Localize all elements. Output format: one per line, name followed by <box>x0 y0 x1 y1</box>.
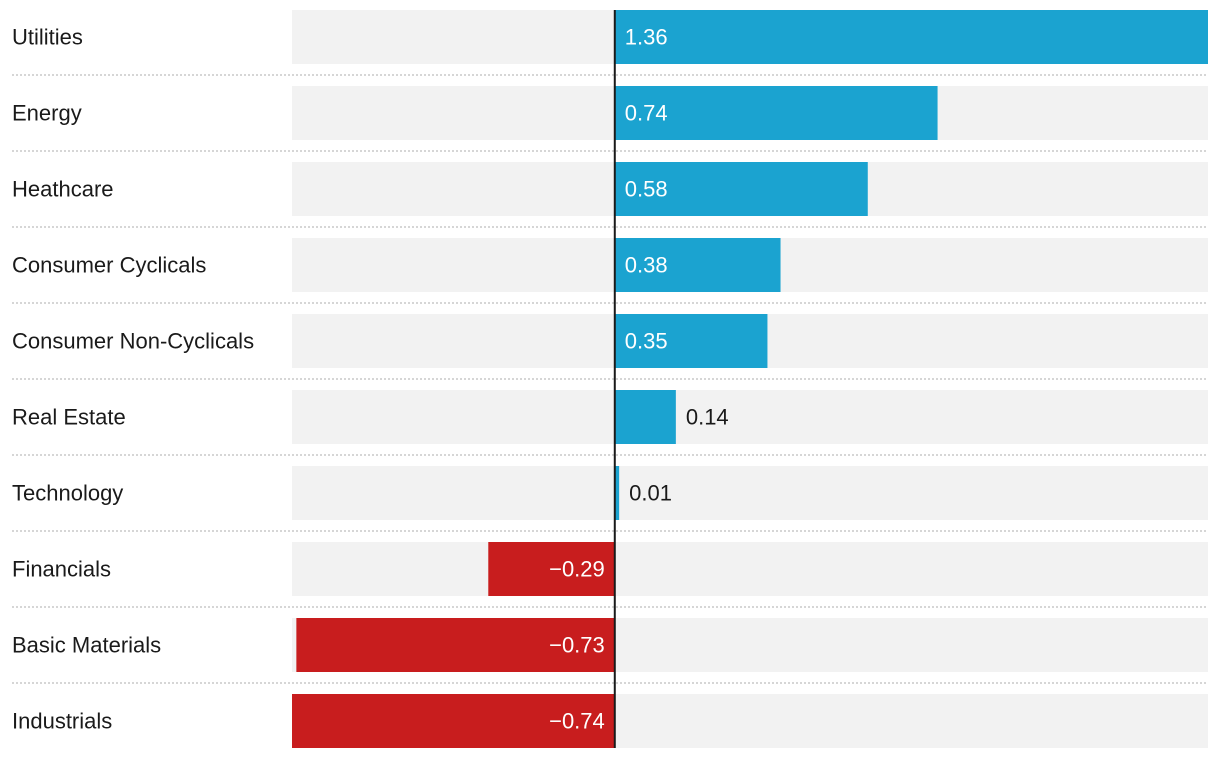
positive-bar <box>614 10 1208 64</box>
bar-track <box>292 542 1208 596</box>
value-label: −0.29 <box>549 557 605 582</box>
positive-bar <box>614 466 620 520</box>
value-label: 0.14 <box>686 405 729 430</box>
bar-track <box>292 466 1208 520</box>
positive-bar <box>614 238 781 292</box>
category-label: Financials <box>12 557 111 582</box>
category-label: Heathcare <box>12 177 114 202</box>
value-label: 1.36 <box>625 25 668 50</box>
negative-bar <box>488 542 615 596</box>
positive-bar <box>614 86 938 140</box>
value-label: 0.58 <box>625 177 668 202</box>
positive-bar <box>614 314 768 368</box>
category-label: Real Estate <box>12 405 126 430</box>
category-label: Technology <box>12 481 123 506</box>
value-label: 0.35 <box>625 329 668 354</box>
category-label: Industrials <box>12 709 112 734</box>
category-label: Consumer Cyclicals <box>12 253 206 278</box>
value-label: 0.74 <box>625 101 668 126</box>
category-label: Utilities <box>12 25 83 50</box>
category-label: Consumer Non-Cyclicals <box>12 329 254 354</box>
negative-bar <box>296 618 615 672</box>
value-label: 0.01 <box>629 481 672 506</box>
value-label: −0.74 <box>549 709 605 734</box>
value-label: 0.38 <box>625 253 668 278</box>
positive-bar <box>614 390 676 444</box>
category-label: Basic Materials <box>12 633 161 658</box>
bar-track <box>292 390 1208 444</box>
negative-bar <box>292 694 615 748</box>
value-label: −0.73 <box>549 633 605 658</box>
positive-bar <box>614 162 868 216</box>
category-label: Energy <box>12 101 82 126</box>
